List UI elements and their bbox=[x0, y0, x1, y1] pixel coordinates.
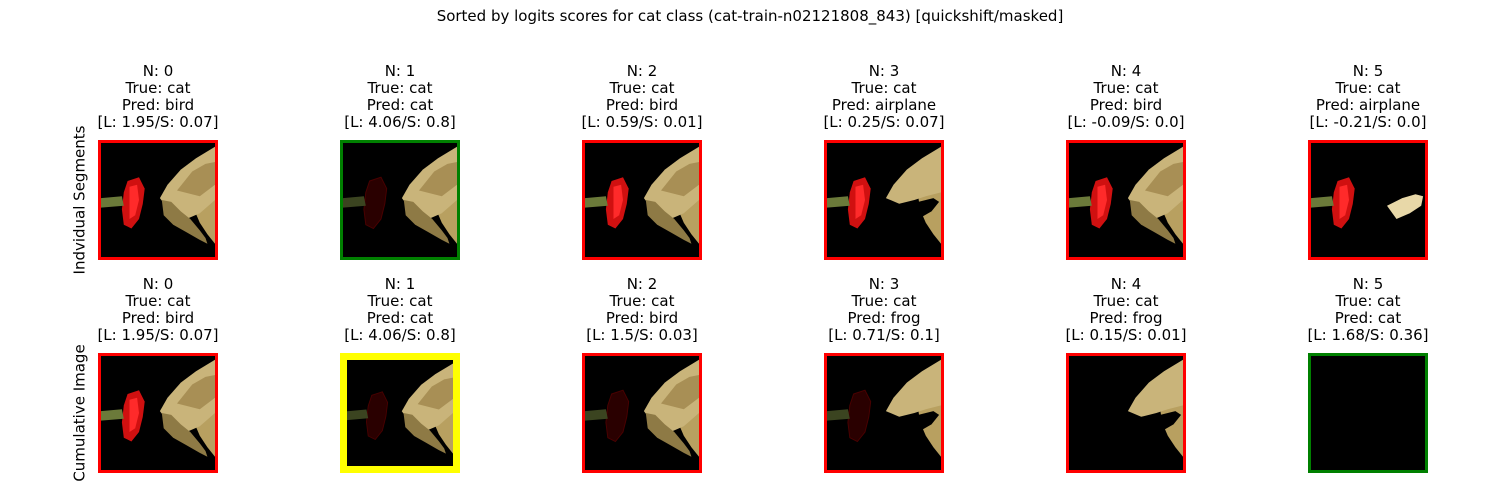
segment-thumbnail bbox=[98, 140, 218, 260]
cell-pred-label: Pred: airplane bbox=[1315, 96, 1421, 114]
cell-title: N: 3 True: cat Pred: airplane [L: 0.25/S: 0… bbox=[784, 63, 984, 131]
cell-pred-label: Pred: airplane bbox=[831, 96, 937, 114]
cell-pred-label: Pred: bird bbox=[121, 96, 195, 114]
cell-true-label: True: cat bbox=[609, 79, 675, 97]
segment-thumbnail bbox=[340, 140, 460, 260]
cell-title: N: 4 True: cat Pred: bird [L: -0.09/S: 0.0] bbox=[1026, 63, 1226, 131]
cell-title: N: 5 True: cat Pred: cat [L: 1.68/S: 0.36] bbox=[1268, 276, 1468, 344]
cell-score-label: [L: 1.5/S: 0.03] bbox=[586, 326, 698, 344]
segment-thumbnail bbox=[1308, 353, 1428, 473]
cell-pred-label: Pred: frog bbox=[1089, 309, 1163, 327]
cell-score-label: [L: 0.25/S: 0.07] bbox=[823, 113, 945, 131]
cell-n-label: N: 5 bbox=[1352, 275, 1384, 293]
cell-true-label: True: cat bbox=[1093, 79, 1159, 97]
segment-thumbnail bbox=[582, 353, 702, 473]
row-label: Cumulative Image bbox=[70, 344, 89, 482]
cell-n-label: N: 1 bbox=[384, 275, 416, 293]
cell-title: N: 0 True: cat Pred: bird [L: 1.95/S: 0.07] bbox=[58, 276, 258, 344]
cell-pred-label: Pred: bird bbox=[121, 309, 195, 327]
segment-thumbnail bbox=[1066, 140, 1186, 260]
cell-title: N: 2 True: cat Pred: bird [L: 1.5/S: 0.03] bbox=[542, 276, 742, 344]
cell-n-label: N: 0 bbox=[142, 275, 174, 293]
cell-score-label: [L: 0.71/S: 0.1] bbox=[828, 326, 940, 344]
row-label: Indvidual Segments bbox=[69, 125, 88, 275]
cell-title: N: 4 True: cat Pred: frog [L: 0.15/S: 0.01] bbox=[1026, 276, 1226, 344]
cell-title: N: 1 True: cat Pred: cat [L: 4.06/S: 0.8] bbox=[300, 63, 500, 131]
cell-pred-label: Pred: bird bbox=[1089, 96, 1163, 114]
cell-score-label: [L: -0.09/S: 0.0] bbox=[1067, 113, 1185, 131]
cell-n-label: N: 3 bbox=[868, 275, 900, 293]
cell-pred-label: Pred: bird bbox=[605, 96, 679, 114]
cell-true-label: True: cat bbox=[1335, 79, 1401, 97]
cell-n-label: N: 2 bbox=[626, 275, 658, 293]
segment-thumbnail bbox=[1308, 140, 1428, 260]
cell-n-label: N: 2 bbox=[626, 62, 658, 80]
cell-score-label: [L: 4.06/S: 0.8] bbox=[344, 326, 456, 344]
segment-thumbnail bbox=[98, 353, 218, 473]
cell-title: N: 5 True: cat Pred: airplane [L: -0.21/S: … bbox=[1268, 63, 1468, 131]
cell-true-label: True: cat bbox=[125, 292, 191, 310]
cell-score-label: [L: 4.06/S: 0.8] bbox=[344, 113, 456, 131]
cell-title: N: 3 True: cat Pred: frog [L: 0.71/S: 0.1] bbox=[784, 276, 984, 344]
cell-title: N: 2 True: cat Pred: bird [L: 0.59/S: 0.01] bbox=[542, 63, 742, 131]
cell-title: N: 1 True: cat Pred: cat [L: 4.06/S: 0.8] bbox=[300, 276, 500, 344]
segment-thumbnail bbox=[340, 353, 460, 473]
cell-n-label: N: 4 bbox=[1110, 275, 1142, 293]
cell-true-label: True: cat bbox=[367, 79, 433, 97]
segment-thumbnail bbox=[824, 140, 944, 260]
cell-pred-label: Pred: cat bbox=[366, 96, 434, 114]
cell-score-label: [L: 1.68/S: 0.36] bbox=[1307, 326, 1429, 344]
cell-true-label: True: cat bbox=[367, 292, 433, 310]
segment-thumbnail bbox=[824, 353, 944, 473]
cell-n-label: N: 3 bbox=[868, 62, 900, 80]
cell-n-label: N: 4 bbox=[1110, 62, 1142, 80]
cell-pred-label: Pred: bird bbox=[605, 309, 679, 327]
cell-true-label: True: cat bbox=[125, 79, 191, 97]
segment-thumbnail bbox=[1066, 353, 1186, 473]
segment-thumbnail bbox=[582, 140, 702, 260]
cell-title: N: 0 True: cat Pred: bird [L: 1.95/S: 0.07] bbox=[58, 63, 258, 131]
cell-true-label: True: cat bbox=[851, 292, 917, 310]
cell-n-label: N: 0 bbox=[142, 62, 174, 80]
cell-true-label: True: cat bbox=[851, 79, 917, 97]
cell-true-label: True: cat bbox=[1093, 292, 1159, 310]
cell-n-label: N: 1 bbox=[384, 62, 416, 80]
figure-title: Sorted by logits scores for cat class (c… bbox=[436, 7, 1064, 25]
cell-pred-label: Pred: cat bbox=[366, 309, 434, 327]
cell-true-label: True: cat bbox=[1335, 292, 1401, 310]
cell-score-label: [L: -0.21/S: 0.0] bbox=[1309, 113, 1427, 131]
cell-score-label: [L: 0.59/S: 0.01] bbox=[581, 113, 703, 131]
cell-n-label: N: 5 bbox=[1352, 62, 1384, 80]
cell-score-label: [L: 1.95/S: 0.07] bbox=[97, 113, 219, 131]
cell-score-label: [L: 1.95/S: 0.07] bbox=[97, 326, 219, 344]
cell-score-label: [L: 0.15/S: 0.01] bbox=[1065, 326, 1187, 344]
cell-true-label: True: cat bbox=[609, 292, 675, 310]
cell-pred-label: Pred: frog bbox=[847, 309, 921, 327]
cell-pred-label: Pred: cat bbox=[1334, 309, 1402, 327]
